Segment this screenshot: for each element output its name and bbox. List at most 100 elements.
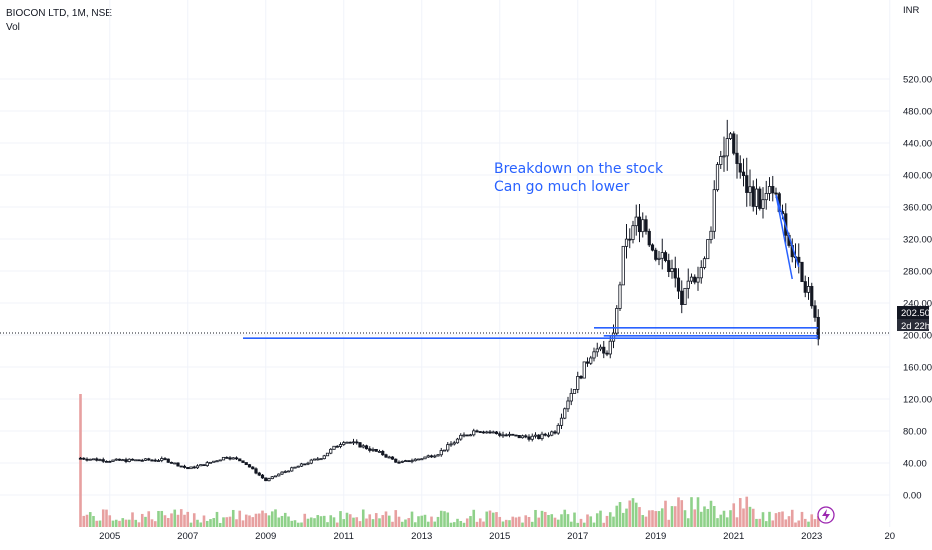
- candle-body: [150, 459, 154, 462]
- volume-bar: [446, 512, 450, 527]
- candle-body: [758, 188, 762, 209]
- volume-bar: [628, 500, 632, 527]
- volume-bar: [400, 521, 404, 527]
- volume-bar: [235, 519, 238, 527]
- volume-bar: [365, 518, 368, 527]
- volume-bar: [238, 510, 242, 527]
- trend-line: [775, 194, 793, 280]
- volume-bar: [413, 522, 417, 527]
- candle-body: [631, 225, 635, 240]
- candle-body: [296, 465, 300, 468]
- candle-body: [579, 376, 583, 379]
- volume-bar: [595, 513, 599, 527]
- volume-bar: [326, 522, 329, 527]
- candle-body: [761, 199, 765, 209]
- volume-bar: [319, 516, 323, 527]
- candle-body: [189, 466, 193, 470]
- candle-body: [299, 463, 304, 467]
- volume-bar: [615, 505, 619, 527]
- candle-body: [156, 460, 161, 462]
- volume-bar: [137, 522, 141, 527]
- volume-bar: [768, 511, 771, 527]
- volume-bar: [543, 511, 547, 527]
- volume-bar: [228, 516, 232, 527]
- time-tick-label: 2021: [723, 531, 744, 542]
- volume-bar: [608, 512, 612, 527]
- price-tick-label: 440.00: [903, 139, 932, 150]
- volume-bar: [485, 511, 489, 527]
- volume-bar: [348, 514, 352, 527]
- volume-bar: [254, 513, 258, 527]
- candle-body: [205, 462, 209, 467]
- volume-bar: [170, 513, 173, 527]
- volume-bar: [771, 520, 775, 527]
- volume-bar: [160, 510, 164, 527]
- volume-bar: [787, 516, 791, 527]
- candle-body: [88, 458, 92, 461]
- candle-body: [491, 431, 495, 434]
- horizontal-levels[interactable]: [243, 326, 819, 340]
- volume-bar: [306, 518, 310, 527]
- candle-body: [338, 444, 343, 447]
- volume-bar: [573, 512, 576, 527]
- candle-body: [312, 458, 317, 461]
- price-axis[interactable]: 0.00 40.00 80.00 120.00 160.00 200.00 240.00 28…: [903, 75, 932, 502]
- volume-bar: [309, 517, 313, 527]
- candle-body: [348, 441, 352, 444]
- volume-bar: [264, 513, 268, 527]
- volume-bar: [592, 522, 596, 527]
- candle-body: [624, 238, 629, 247]
- candle-body: [134, 459, 138, 462]
- candle-body: [117, 458, 122, 461]
- volume-bar: [218, 522, 222, 527]
- volume-bar: [589, 516, 593, 527]
- trend-channel[interactable]: [775, 194, 800, 280]
- volume-bar: [540, 510, 544, 527]
- volume-indicator-label[interactable]: Vol: [6, 22, 20, 33]
- candle-body: [228, 457, 232, 460]
- candle-body: [712, 189, 716, 232]
- candle-body: [104, 460, 109, 463]
- candle-body: [654, 249, 658, 260]
- candle-body: [221, 456, 226, 461]
- volume-bar: [267, 515, 271, 527]
- volume-bar: [742, 508, 745, 527]
- candle-body: [127, 458, 131, 462]
- candle-body: [176, 462, 180, 467]
- candle-body: [670, 268, 674, 272]
- volume-bar: [92, 516, 95, 527]
- volume-bar: [680, 500, 684, 527]
- lightning-icon[interactable]: [817, 506, 835, 524]
- candle-body: [446, 444, 450, 451]
- candle-body: [267, 478, 271, 482]
- volume-bar: [387, 515, 391, 527]
- volume-bar: [751, 508, 755, 527]
- candle-body: [212, 460, 216, 463]
- volume-bar: [712, 505, 716, 527]
- trend-line: [775, 194, 800, 268]
- candle-body: [179, 465, 183, 468]
- volume-bar: [296, 522, 300, 527]
- volume-bar: [371, 519, 375, 527]
- symbol-title[interactable]: BIOCON LTD, 1M, NSE: [6, 8, 112, 19]
- volume-bar: [205, 520, 209, 527]
- candle-body: [273, 475, 278, 478]
- volume-bar: [761, 512, 765, 527]
- volume-bar: [114, 519, 118, 527]
- volume-bar: [410, 511, 414, 527]
- candle-body: [754, 188, 759, 207]
- candle-body: [416, 458, 421, 461]
- candle-body: [423, 456, 427, 460]
- volume-bar: [101, 509, 105, 527]
- candle-body: [618, 284, 622, 309]
- volume-bar: [660, 508, 664, 527]
- time-axis[interactable]: 2005 2007 2009 2011 2013 2015 2017 2019 2021 2023…: [99, 531, 895, 542]
- annotation-line-2[interactable]: Can go much lower: [494, 179, 630, 195]
- candle-body: [696, 277, 700, 283]
- annotation-line-1[interactable]: Breakdown on the stock: [494, 161, 664, 177]
- volume-bar: [579, 518, 583, 527]
- volume-bar: [186, 511, 190, 527]
- candle-body: [462, 434, 466, 437]
- volume-bar: [641, 515, 645, 527]
